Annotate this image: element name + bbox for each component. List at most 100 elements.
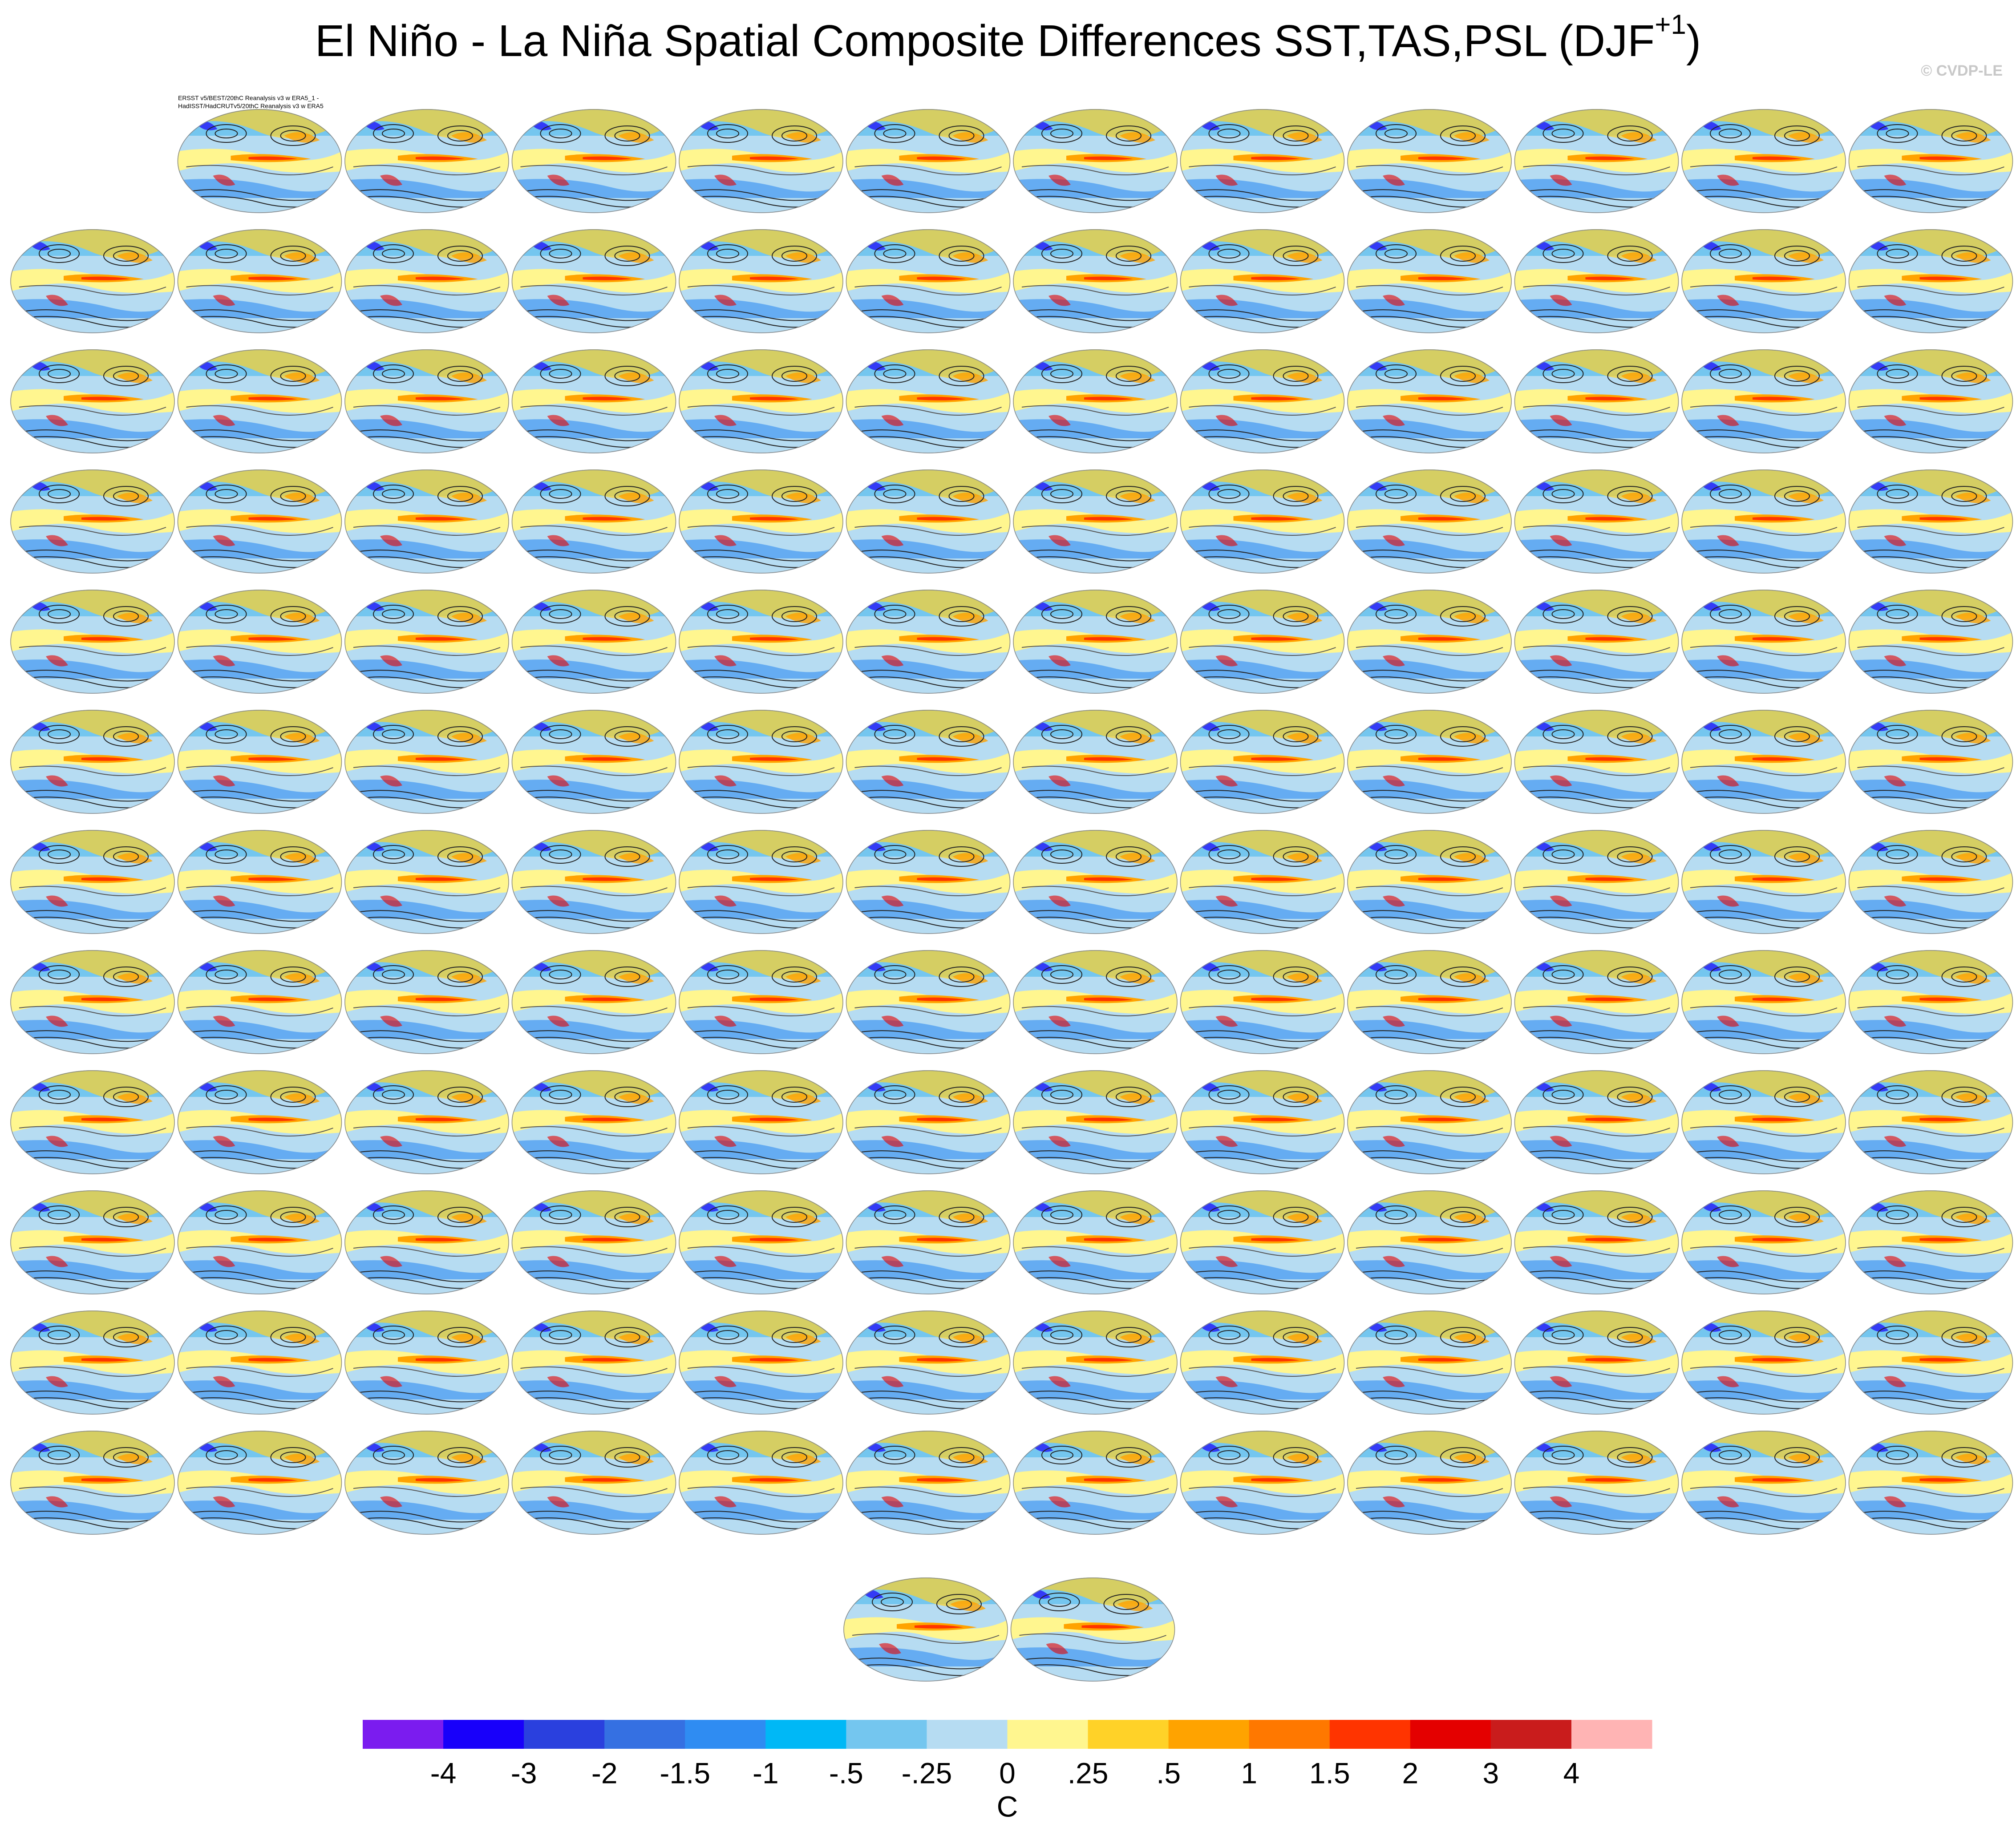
map-panel — [10, 1431, 175, 1535]
map-panel — [344, 710, 509, 814]
map-panel — [846, 349, 1011, 454]
colorbar-label: 1.5 — [1309, 1756, 1350, 1789]
map-panel — [1849, 1310, 2013, 1415]
map-panel — [178, 109, 342, 214]
map-panel — [512, 1431, 676, 1535]
map-panel — [1347, 710, 1512, 814]
map-panel — [1681, 950, 1846, 1055]
colorbar-box — [1410, 1720, 1491, 1749]
map-panel — [1849, 950, 2013, 1055]
map-panel — [1180, 1431, 1345, 1535]
map-panel — [1013, 830, 1178, 934]
map-panel — [846, 1310, 1011, 1415]
colorbar-box — [846, 1720, 927, 1749]
map-panel — [1514, 1431, 1679, 1535]
map-panel — [679, 1310, 843, 1415]
map-panel — [1347, 1431, 1512, 1535]
map-panel — [1849, 1070, 2013, 1175]
map-panel — [1180, 349, 1345, 454]
map-panel — [512, 469, 676, 574]
map-panel — [1011, 1577, 1175, 1682]
map-panel — [1681, 349, 1846, 454]
title-end: ) — [1686, 16, 1701, 66]
map-panel — [1180, 1310, 1345, 1415]
colorbar-label: -4 — [430, 1756, 457, 1789]
colorbar-label: -1 — [753, 1756, 779, 1789]
map-panel — [1180, 590, 1345, 694]
colorbar-box — [685, 1720, 766, 1749]
colorbar-box — [1007, 1720, 1089, 1749]
map-panel — [1681, 590, 1846, 694]
map-panel — [679, 1431, 843, 1535]
map-panel — [1013, 229, 1178, 334]
map-panel — [1013, 590, 1178, 694]
map-panel — [512, 950, 676, 1055]
map-panel — [10, 830, 175, 934]
map-panel — [1013, 349, 1178, 454]
map-panel — [1013, 1431, 1178, 1535]
colorbar-label: -.5 — [829, 1756, 863, 1789]
map-panel — [1849, 1190, 2013, 1295]
map-panel — [178, 950, 342, 1055]
colorbar-box — [927, 1720, 1008, 1749]
map-panel — [1347, 109, 1512, 214]
map-panel — [1849, 109, 2013, 214]
map-panel — [1514, 590, 1679, 694]
colorbar-box — [604, 1720, 685, 1749]
map-panel — [1514, 710, 1679, 814]
colorbar-box — [1571, 1720, 1652, 1749]
map-panel — [344, 1190, 509, 1295]
map-panel — [1681, 109, 1846, 214]
colorbar-box — [524, 1720, 605, 1749]
map-panel — [512, 109, 676, 214]
map-panel — [178, 1431, 342, 1535]
map-panel — [512, 1310, 676, 1415]
map-panel — [344, 950, 509, 1055]
map-panel — [1180, 469, 1345, 574]
colorbar-label: 1 — [1241, 1756, 1257, 1789]
map-panel — [1013, 1070, 1178, 1175]
map-panel — [178, 469, 342, 574]
title: El Niño - La Niña Spatial Composite Diff… — [315, 9, 1701, 66]
map-panel — [1347, 229, 1512, 334]
map-panel — [1514, 1070, 1679, 1175]
map-panel — [1180, 710, 1345, 814]
map-panel — [512, 590, 676, 694]
map-panel — [846, 950, 1011, 1055]
map-panel — [1849, 710, 2013, 814]
map-panel — [1013, 109, 1178, 214]
colorbar-box — [1168, 1720, 1250, 1749]
colorbar-box — [1329, 1720, 1411, 1749]
map-panel — [178, 229, 342, 334]
map-panel — [1347, 1070, 1512, 1175]
map-panel — [344, 1431, 509, 1535]
map-panel — [1180, 1070, 1345, 1175]
map-panel — [1347, 1190, 1512, 1295]
map-panel — [1347, 1310, 1512, 1415]
colorbar-box — [765, 1720, 846, 1749]
map-panel — [10, 469, 175, 574]
map-panel — [846, 469, 1011, 574]
map-panel — [1681, 1190, 1846, 1295]
map-panel — [1180, 109, 1345, 214]
map-panel — [344, 469, 509, 574]
map-panel — [10, 1070, 175, 1175]
colorbar-box — [1490, 1720, 1572, 1749]
colorbar-label: -.25 — [902, 1756, 952, 1789]
map-panel — [10, 1190, 175, 1295]
map-panel — [1681, 1070, 1846, 1175]
map-panel — [1849, 830, 2013, 934]
map-panel — [512, 1190, 676, 1295]
map-panel — [679, 710, 843, 814]
map-panel — [846, 830, 1011, 934]
map-panel — [512, 830, 676, 934]
colorbar-box — [443, 1720, 524, 1749]
map-panel — [679, 349, 843, 454]
map-panel — [1514, 830, 1679, 934]
map-panel — [1681, 830, 1846, 934]
map-panel — [512, 710, 676, 814]
map-panel — [1180, 950, 1345, 1055]
map-panel — [178, 1310, 342, 1415]
colorbar-label: -2 — [591, 1756, 618, 1789]
